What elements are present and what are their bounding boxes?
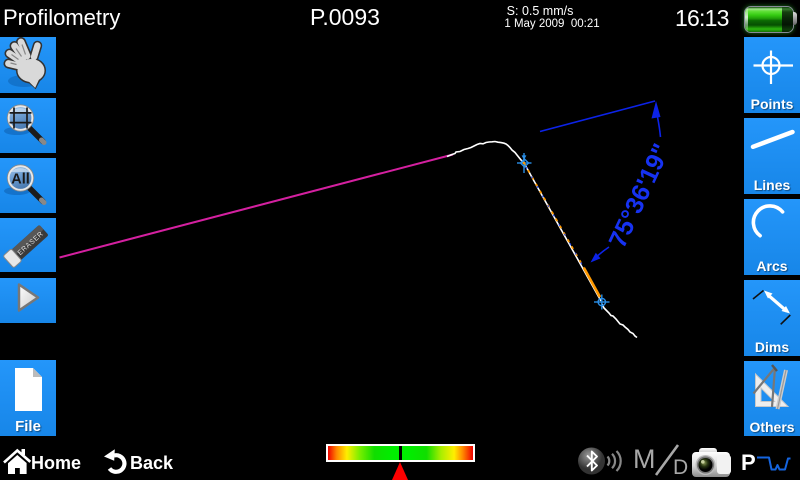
svg-text:All: All <box>11 172 30 188</box>
svg-text:75°36'19": 75°36'19" <box>604 139 676 252</box>
